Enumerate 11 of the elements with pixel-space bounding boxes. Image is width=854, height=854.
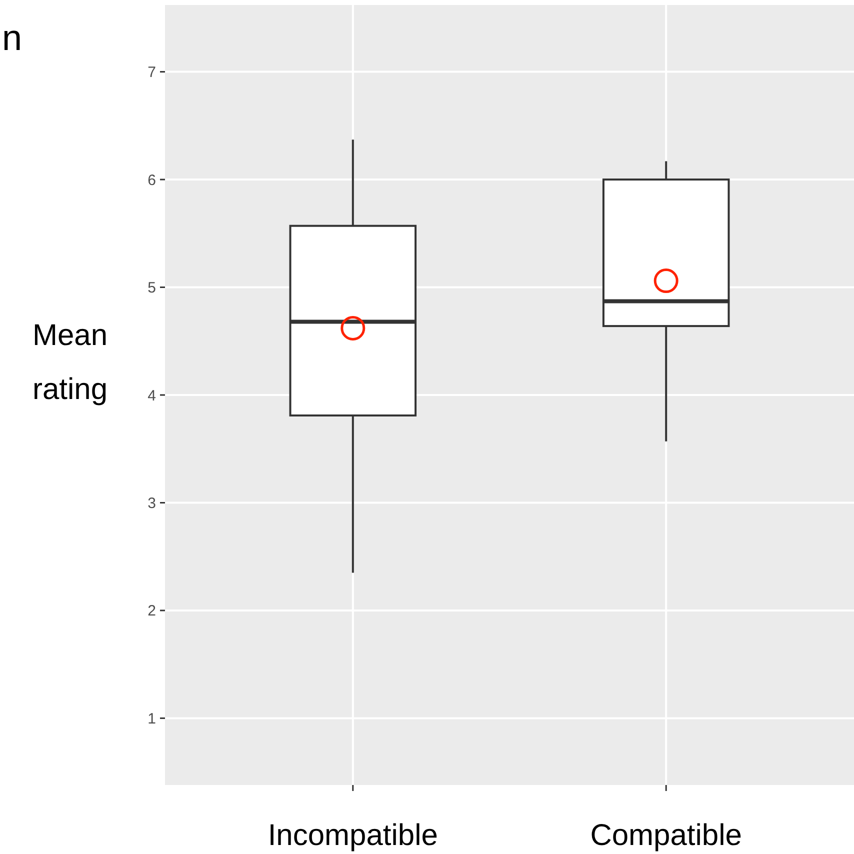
y-tick-label: 4	[148, 387, 156, 404]
x-tick-label: Incompatible	[268, 819, 438, 852]
y-tick-label: 2	[148, 602, 156, 620]
y-tick-label: 6	[148, 172, 156, 189]
y-tick-label: 5	[148, 280, 156, 297]
text: n	[2, 17, 22, 58]
y-tick-label: 7	[148, 64, 156, 82]
y-tick-label: 1	[148, 710, 156, 728]
y-tick-label: 3	[148, 494, 156, 512]
x-tick-label: Compatible	[590, 819, 742, 852]
y-axis-title: Mean rating	[32, 319, 108, 406]
